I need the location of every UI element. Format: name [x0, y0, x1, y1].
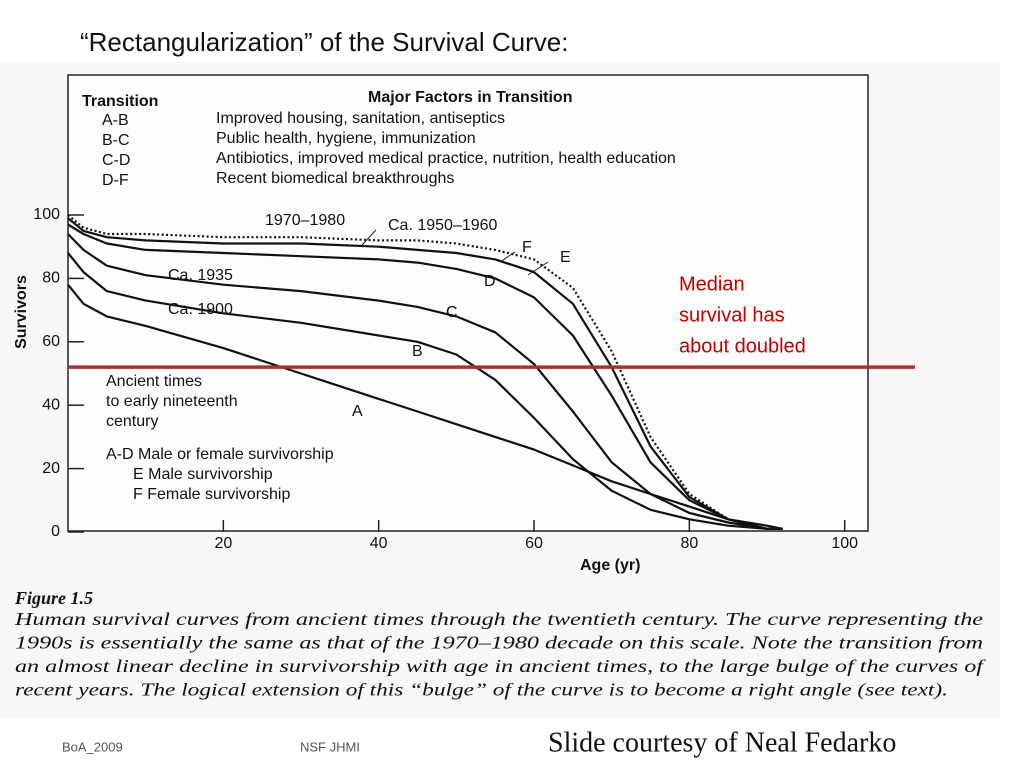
era-label: Ca. 1950–1960	[388, 217, 498, 234]
y-tick-label: 80	[42, 270, 60, 287]
curve-label: F	[522, 239, 532, 256]
transition-code: C-D	[102, 152, 130, 169]
factors-header: Major Factors in Transition	[368, 89, 572, 106]
survival-curve	[67, 214, 783, 530]
transition-code: A-B	[102, 112, 129, 129]
transition-factor: Public health, hygiene, immunization	[216, 130, 476, 147]
x-tick-label: 40	[370, 535, 388, 552]
annotation: survival has	[679, 304, 785, 326]
ancient-note: Ancient times	[106, 373, 202, 390]
curve-label: C	[446, 304, 458, 321]
x-axis-label: Age (yr)	[580, 557, 640, 574]
transition-factor: Antibiotics, improved medical practice, …	[216, 150, 676, 167]
caption-line: recent years. The logical extension of t…	[15, 680, 948, 701]
era-label: 1970–1980	[265, 212, 345, 229]
leader	[499, 251, 516, 263]
y-tick-label: 60	[42, 333, 60, 350]
leader	[527, 261, 549, 276]
era-label: Ca. 1900	[168, 301, 233, 318]
annotation: about doubled	[679, 335, 806, 357]
caption-line: an almost linear decline in survivorship…	[15, 656, 987, 676]
y-tick-label: 40	[42, 396, 60, 413]
transition-factor: Improved housing, sanitation, antiseptic…	[216, 110, 505, 127]
plot-frame	[67, 74, 869, 532]
caption-line: 1990s is essentially the same as that of…	[15, 633, 983, 653]
x-tick-label: 20	[214, 535, 232, 552]
x-tick-label: 80	[680, 535, 698, 552]
ancient-note: to early nineteenth	[106, 393, 238, 410]
x-tick-label: 60	[525, 535, 543, 552]
transition-header: Transition	[82, 93, 158, 110]
annotation: Median	[679, 273, 745, 295]
transition-factor: Recent biomedical breakthroughs	[216, 170, 454, 187]
y-tick-label: 100	[33, 206, 60, 223]
curve-label: A	[352, 403, 363, 420]
y-axis-label: Survivors	[13, 275, 30, 349]
era-label: Ca. 1935	[168, 267, 233, 284]
caption-line: Human survival curves from ancient times…	[14, 609, 983, 629]
footer-center: NSF JHMI	[300, 739, 360, 754]
survival-curve	[67, 284, 783, 530]
curve-label: B	[412, 343, 423, 360]
footer-left: BoA_2009	[62, 739, 123, 754]
slide-title: “Rectangularization” of the Survival Cur…	[80, 27, 568, 57]
curve-label: E	[560, 249, 571, 266]
footer-credit: Slide courtesy of Neal Fedarko	[548, 727, 896, 758]
survivorship-note: F Female survivorship	[133, 486, 290, 503]
leader	[361, 229, 377, 246]
survivorship-note: A-D Male or female survivorship	[106, 446, 334, 463]
survival-curve	[67, 217, 783, 530]
survival-curve	[67, 233, 783, 530]
y-tick-label: 0	[51, 523, 60, 540]
curve-label: D	[484, 273, 496, 290]
transition-code: B-C	[102, 132, 130, 149]
transition-code: D-F	[102, 172, 129, 189]
figure-label: Figure 1.5	[14, 588, 93, 608]
survivorship-note: E Male survivorship	[133, 466, 273, 483]
survival-curve	[67, 223, 783, 530]
ancient-note: century	[106, 413, 158, 430]
y-tick-label: 20	[42, 460, 60, 477]
x-tick-label: 100	[831, 535, 858, 552]
